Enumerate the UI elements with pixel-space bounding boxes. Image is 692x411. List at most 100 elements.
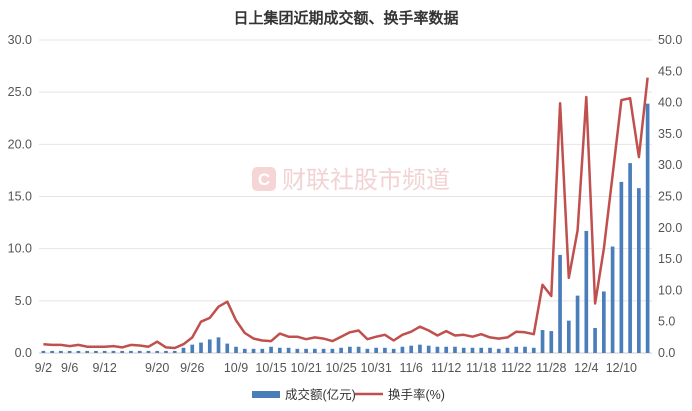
bar [172,350,177,353]
bar [584,230,589,353]
bar [181,347,186,353]
y-left-tick-label: 20.0 [8,137,32,151]
x-tick-label: 11/18 [466,361,496,375]
bar [356,346,361,353]
x-axis: 9/2 9/6 9/12 9/20 9/26 10/9 10/15 10/21 10/25 10/… [35,361,637,375]
bar [225,343,230,353]
y-right-tick-label: 5.0 [658,315,675,329]
bar [575,295,580,353]
bar [426,345,431,353]
bar [593,327,597,353]
bar [85,350,90,353]
bar [286,347,291,353]
chart-title: 日上集团近期成交额、换手率数据 [233,9,458,27]
bar [216,337,221,353]
bar [251,348,256,353]
x-tick-label: 10/9 [224,361,248,375]
legend-bar-swatch [252,391,280,398]
y-left-tick-label: 15.0 [8,190,32,204]
bar [479,347,484,353]
bar [523,346,527,353]
bar [111,350,116,353]
x-tick-label: 12/10 [606,361,637,375]
x-tick-label: 9/2 [35,361,52,375]
y-left-tick-label: 25.0 [8,85,32,99]
bar [67,350,72,353]
bar [470,347,475,353]
watermark-logo-glyph: C [258,170,270,189]
bar [277,347,282,353]
y-right-tick-label: 50.0 [658,33,682,47]
bar [601,291,606,353]
bar [339,347,343,353]
y-right-tick-label: 20.0 [658,221,682,235]
bar [610,246,615,353]
y-left-tick-label: 0.0 [15,346,32,360]
bar [540,330,545,353]
y-right-tick-label: 30.0 [658,158,682,172]
bar [637,188,641,353]
bar [50,350,54,353]
bar [260,348,265,353]
bar [549,331,554,353]
y-right-tick-label: 10.0 [658,283,682,297]
watermark: C 财联社股市频道 [252,167,450,194]
y-right-tick-label: 40.0 [658,96,682,110]
y-left-tick-label: 10.0 [8,242,32,256]
bar [505,347,510,353]
bar [488,347,492,353]
bar [94,350,98,353]
bar [146,350,151,353]
watermark-logo-icon [252,167,276,191]
x-tick-label: 11/12 [431,361,461,375]
bar [514,346,519,353]
bar [120,350,125,353]
bar [304,348,308,353]
x-tick-label: 9/12 [93,361,117,375]
line-series [43,77,649,350]
bar [418,344,422,353]
watermark-text: 财联社股市频道 [282,167,450,194]
bar [453,346,457,353]
bar [435,346,440,353]
bar [295,348,300,353]
bar [496,348,501,353]
bar [207,339,212,353]
y-left-tick-label: 5.0 [15,294,32,308]
y-left-tick-label: 30.0 [8,33,32,47]
x-tick-label: 9/26 [180,361,204,375]
x-tick-label: 11/22 [501,361,531,375]
bar [348,346,352,353]
bar [619,181,624,353]
bar [190,344,195,353]
x-tick-label: 11/28 [536,361,566,375]
bar [374,347,378,353]
x-tick-label: 10/31 [361,361,392,375]
bar [558,254,562,353]
bar [566,320,571,353]
y-right-tick-label: 25.0 [658,190,682,204]
bar [409,345,414,353]
bar [59,350,63,353]
legend-bar-label: 成交额(亿元) [285,387,356,402]
bar [137,350,142,353]
bar [269,346,273,353]
bar [645,103,650,353]
x-tick-label: 10/25 [325,361,356,375]
bar [330,348,335,353]
bar [444,346,449,353]
bar [365,348,370,353]
bar [391,348,396,353]
legend-line-label: 换手率(%) [388,387,445,402]
bar [531,347,536,353]
bar [400,346,405,353]
bar [199,342,203,353]
y-axis-left: 0.0 5.0 10.0 15.0 20.0 25.0 30.0 [8,33,32,360]
bar-series [41,103,650,353]
bar [628,163,632,353]
bar [41,350,46,353]
bar [313,348,317,353]
x-tick-label: 12/4 [574,361,598,375]
bar [76,350,81,353]
bar [102,350,107,353]
